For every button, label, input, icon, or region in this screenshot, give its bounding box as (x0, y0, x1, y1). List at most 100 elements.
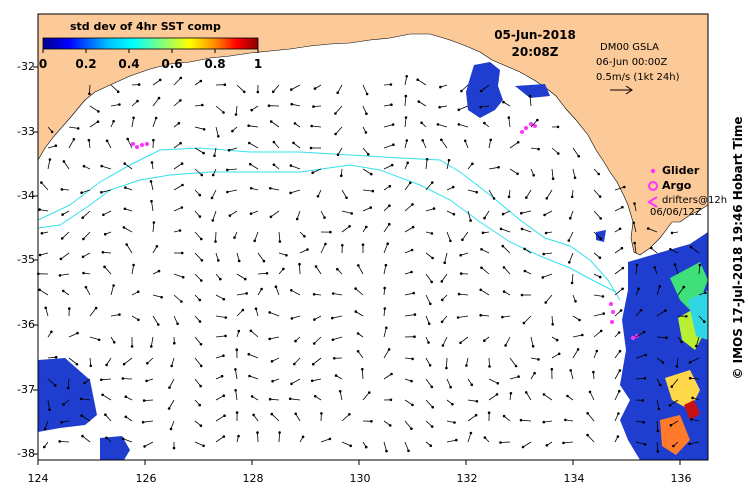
current-arrow-head (598, 256, 602, 260)
current-arrow (690, 246, 700, 254)
current-arrow (480, 84, 490, 92)
current-arrow-head (439, 85, 442, 89)
australian-coastline-land (37, 13, 709, 256)
current-arrow-head (387, 222, 391, 226)
current-arrow-head (658, 383, 662, 387)
current-arrow-head (97, 110, 100, 113)
current-arrow-head (698, 263, 702, 267)
current-arrow (61, 231, 70, 239)
current-arrow (383, 373, 392, 380)
current-arrow-head (241, 308, 245, 312)
current-arrow-head (457, 108, 461, 112)
current-arrow (383, 223, 390, 233)
current-arrow (59, 441, 70, 443)
current-arrow (270, 398, 280, 401)
current-arrow-head (217, 135, 220, 138)
current-arrow-head (471, 162, 474, 166)
current-arrow-head (562, 441, 565, 445)
current-arrow (341, 210, 352, 214)
current-arrow (404, 76, 408, 86)
current-arrow-head (177, 121, 181, 125)
legend-drifters-time: 06/06/12Z (650, 207, 702, 218)
y-tick-label: -38 (17, 447, 35, 460)
current-arrow (422, 140, 427, 149)
current-arrow-head (247, 352, 251, 356)
current-arrow-head (616, 435, 620, 438)
current-arrow-head (180, 300, 183, 303)
current-arrow-head (256, 90, 260, 94)
current-arrow (110, 314, 120, 317)
current-arrow (235, 105, 238, 115)
y-tick-label: -33 (17, 125, 35, 138)
current-arrow-head (61, 213, 64, 216)
current-arrow-head (481, 231, 485, 235)
current-arrow (227, 168, 238, 171)
current-arrow (278, 432, 280, 443)
current-arrow-head (670, 231, 674, 235)
current-arrow-head (461, 238, 464, 242)
current-arrow-head (292, 362, 296, 366)
gsla-time: 06-Jun 00:00Z (596, 57, 668, 68)
current-arrow (551, 168, 554, 179)
current-arrow (425, 357, 431, 366)
current-arrow (257, 432, 259, 443)
current-arrow-head (661, 361, 665, 364)
current-arrow (82, 210, 91, 218)
current-arrow (404, 441, 409, 451)
current-arrow-head (146, 361, 149, 365)
current-arrow (101, 189, 112, 193)
current-arrow-head (475, 399, 479, 403)
current-arrow (467, 432, 472, 443)
current-arrow (542, 273, 553, 278)
current-arrow-head (690, 418, 693, 421)
current-arrow (122, 378, 133, 380)
current-arrow-head (141, 420, 145, 424)
current-arrow-head (290, 317, 294, 320)
current-arrow (546, 189, 553, 199)
current-arrow-head (449, 239, 452, 243)
current-arrow-head (454, 438, 458, 442)
current-arrow-head (670, 385, 674, 388)
current-arrow-head (406, 161, 410, 165)
current-arrow (440, 139, 448, 149)
current-arrow-head (132, 116, 135, 120)
current-arrow-head (105, 139, 109, 143)
current-arrow-head (365, 112, 368, 115)
current-arrow (339, 391, 343, 401)
legend-argo: Argo (662, 179, 692, 192)
current-arrow-head (432, 207, 436, 210)
current-arrow-head (489, 138, 493, 142)
current-arrow-head (100, 378, 103, 382)
current-arrow-head (427, 322, 431, 326)
current-arrow-head (445, 366, 448, 370)
current-arrow-head (254, 307, 258, 311)
current-arrow (635, 331, 645, 338)
current-arrow (425, 315, 430, 324)
current-arrow-head (126, 137, 129, 141)
current-arrow (563, 441, 574, 444)
current-arrow (194, 357, 202, 367)
current-arrow-head (150, 161, 154, 164)
current-arrow-head (521, 445, 525, 449)
current-arrow-head (149, 180, 153, 183)
current-arrow (544, 210, 553, 216)
current-arrow-head (479, 288, 483, 292)
current-arrow-head (528, 94, 532, 98)
current-arrow-head (555, 338, 559, 342)
current-arrow-head (76, 331, 79, 335)
current-arrow-head (669, 423, 673, 427)
current-arrow-head (272, 140, 276, 144)
current-arrow-head (502, 290, 506, 293)
current-arrow (614, 413, 619, 422)
current-arrow (362, 168, 372, 175)
current-arrow (545, 294, 553, 303)
current-arrow-head (542, 420, 546, 424)
current-arrow-head (311, 362, 315, 366)
current-arrow (194, 336, 202, 345)
current-arrow-head (542, 393, 546, 396)
current-arrow-head (578, 318, 581, 322)
current-arrow-head (479, 313, 483, 317)
current-arrow-head (430, 181, 434, 184)
current-arrow-head (502, 100, 505, 104)
current-arrow-head (179, 76, 183, 80)
